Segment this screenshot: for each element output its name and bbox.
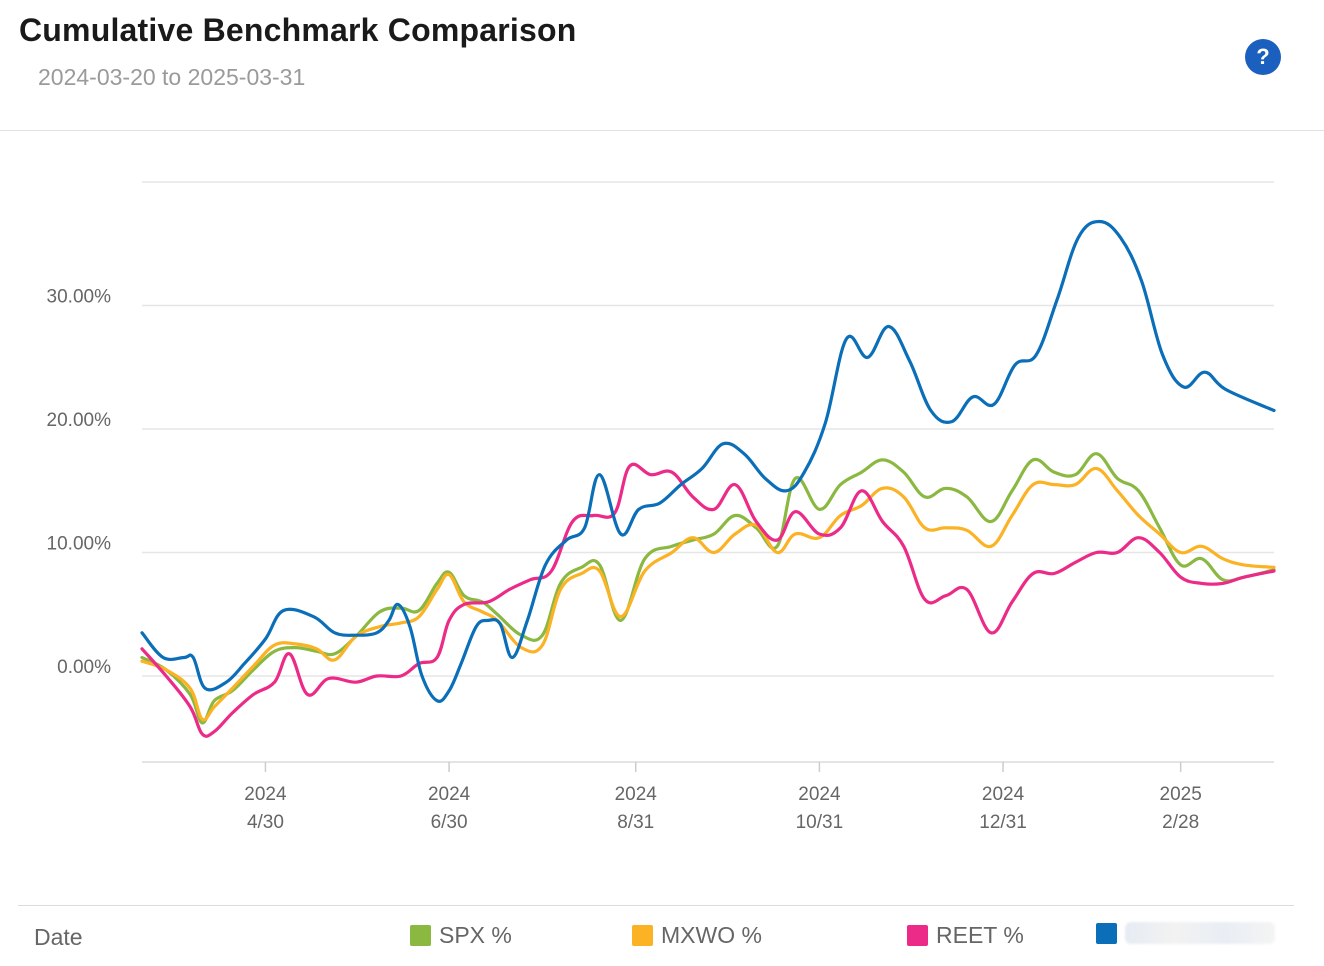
x-tick-label: 10/31 — [796, 812, 844, 833]
legend-item-spx[interactable]: SPX % — [410, 922, 512, 949]
legend-swatch-portfolio — [1096, 922, 1117, 944]
x-tick-label: 4/30 — [247, 812, 284, 833]
x-tick-year: 2025 — [1160, 784, 1202, 805]
line-chart: 0.00% 10.00% 20.00% 30.00% 2024 4/30 2024 6/30 2… — [47, 181, 1276, 833]
redacted-series-label — [1125, 922, 1275, 944]
date-range-subtitle: 2024-03-20 to 2025-03-31 — [38, 64, 306, 90]
x-tick-year: 2024 — [982, 784, 1025, 805]
x-tick-year: 2024 — [428, 784, 471, 805]
chart-legend-bar: Date SPX % MXWO % REET % — [18, 905, 1294, 966]
x-tick-label: 8/31 — [617, 812, 654, 833]
legend-label-reet: REET % — [936, 922, 1024, 948]
legend-swatch-reet — [907, 925, 928, 946]
series-line-spx — [140, 452, 1276, 725]
date-column-label: Date — [34, 924, 83, 950]
legend-label-spx: SPX % — [439, 922, 512, 948]
legend-label-mxwo: MXWO % — [661, 922, 762, 948]
series-layer — [140, 219, 1276, 738]
series-line-reet — [140, 462, 1276, 738]
x-tick-year: 2024 — [244, 784, 287, 805]
y-tick-label: 20.00% — [47, 410, 112, 431]
x-tick-label: 2/28 — [1162, 812, 1199, 833]
series-line-mxwo — [140, 466, 1276, 722]
chart-title: Cumulative Benchmark Comparison — [19, 12, 577, 48]
help-button[interactable]: ? — [1245, 39, 1281, 75]
chart-header: Cumulative Benchmark Comparison 2024-03-… — [0, 0, 1324, 131]
grid-layer — [142, 181, 1274, 677]
x-tick-label: 6/30 — [431, 812, 468, 833]
legend-swatch-spx — [410, 925, 431, 946]
legend-item-mxwo[interactable]: MXWO % — [632, 922, 762, 949]
question-mark-icon: ? — [1256, 44, 1270, 69]
y-tick-label: 10.00% — [47, 534, 112, 555]
axis-layer: 0.00% 10.00% 20.00% 30.00% 2024 4/30 2024 6/30 2… — [47, 287, 1274, 833]
series-line-portfolio — [140, 219, 1276, 703]
legend-item-portfolio[interactable] — [1096, 922, 1275, 944]
x-tick-year: 2024 — [615, 784, 658, 805]
x-tick-label: 12/31 — [979, 812, 1027, 833]
y-tick-label: 0.00% — [57, 657, 111, 678]
legend-item-reet[interactable]: REET % — [907, 922, 1024, 949]
x-tick-year: 2024 — [798, 784, 841, 805]
legend-swatch-mxwo — [632, 925, 653, 946]
y-tick-label: 30.00% — [47, 287, 112, 308]
